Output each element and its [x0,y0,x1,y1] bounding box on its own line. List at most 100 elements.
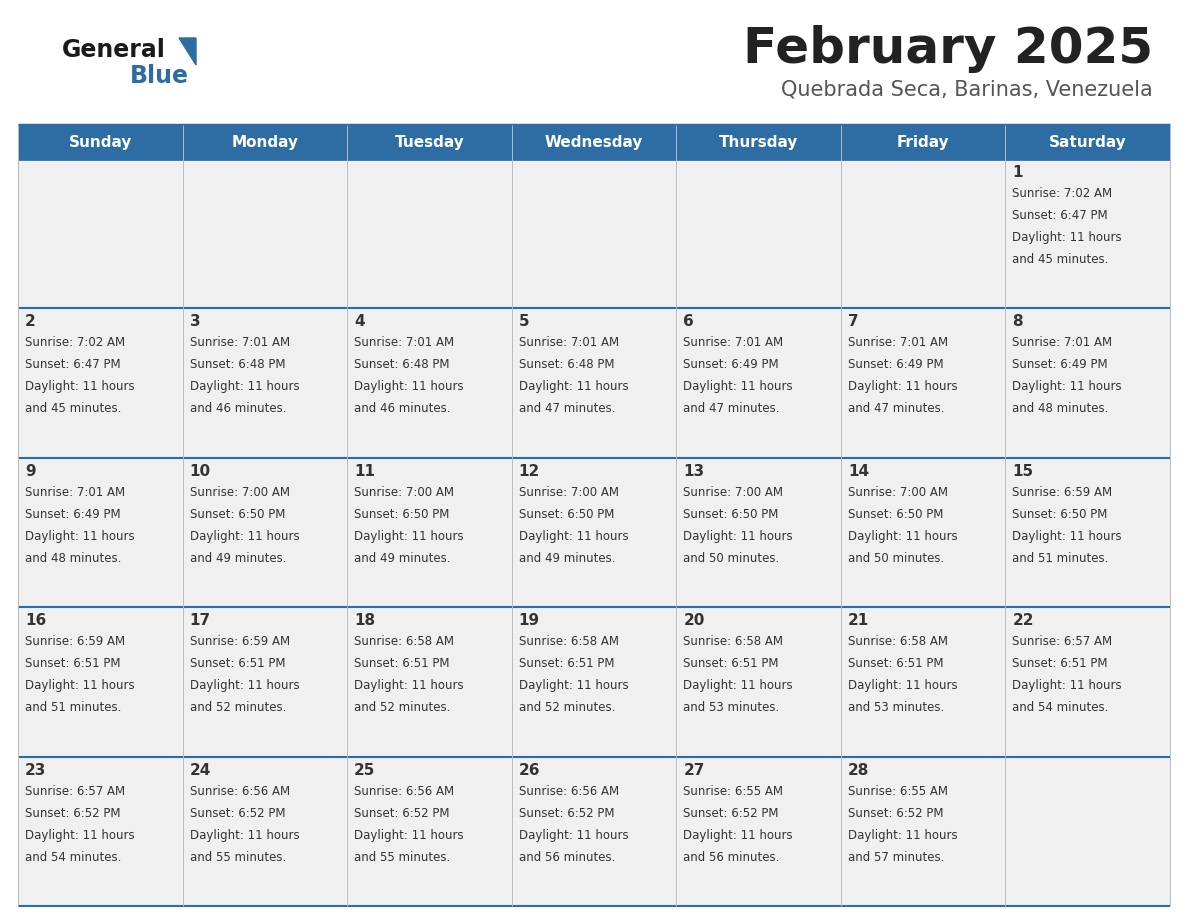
Text: and 50 minutes.: and 50 minutes. [848,552,944,565]
Text: and 56 minutes.: and 56 minutes. [683,851,779,864]
Text: Sunset: 6:50 PM: Sunset: 6:50 PM [683,508,778,521]
Text: Sunrise: 7:01 AM: Sunrise: 7:01 AM [683,336,783,350]
Text: Sunrise: 7:00 AM: Sunrise: 7:00 AM [683,486,783,498]
Text: 21: 21 [848,613,870,628]
Text: and 54 minutes.: and 54 minutes. [1012,701,1108,714]
Text: and 53 minutes.: and 53 minutes. [683,701,779,714]
Text: Daylight: 11 hours: Daylight: 11 hours [683,679,792,692]
Text: Sunset: 6:52 PM: Sunset: 6:52 PM [354,807,449,820]
Text: Sunset: 6:47 PM: Sunset: 6:47 PM [25,358,121,372]
Text: Sunrise: 6:56 AM: Sunrise: 6:56 AM [354,785,454,798]
Text: Daylight: 11 hours: Daylight: 11 hours [848,679,958,692]
Text: Sunrise: 7:01 AM: Sunrise: 7:01 AM [354,336,454,350]
Text: Sunrise: 6:56 AM: Sunrise: 6:56 AM [519,785,619,798]
Text: Sunrise: 6:55 AM: Sunrise: 6:55 AM [848,785,948,798]
Text: Sunrise: 6:58 AM: Sunrise: 6:58 AM [683,635,783,648]
Text: Sunrise: 7:02 AM: Sunrise: 7:02 AM [25,336,125,350]
Text: Sunrise: 7:00 AM: Sunrise: 7:00 AM [190,486,290,498]
Text: 16: 16 [25,613,46,628]
Text: Daylight: 11 hours: Daylight: 11 hours [519,829,628,842]
Text: 27: 27 [683,763,704,778]
Bar [183,125,347,159]
Bar [18,308,1170,458]
Text: Daylight: 11 hours: Daylight: 11 hours [354,530,463,543]
Text: Sunrise: 7:01 AM: Sunrise: 7:01 AM [519,336,619,350]
Text: Sunset: 6:50 PM: Sunset: 6:50 PM [1012,508,1107,521]
Text: Sunset: 6:52 PM: Sunset: 6:52 PM [519,807,614,820]
Text: Sunrise: 6:59 AM: Sunrise: 6:59 AM [25,635,125,648]
Text: Sunset: 6:50 PM: Sunset: 6:50 PM [354,508,449,521]
Text: 1: 1 [1012,165,1023,180]
Bar [18,756,1170,906]
Polygon shape [179,38,196,65]
Text: 8: 8 [1012,314,1023,330]
Text: and 56 minutes.: and 56 minutes. [519,851,615,864]
Text: Daylight: 11 hours: Daylight: 11 hours [683,380,792,394]
Text: and 48 minutes.: and 48 minutes. [25,552,121,565]
Text: and 54 minutes.: and 54 minutes. [25,851,121,864]
Text: and 49 minutes.: and 49 minutes. [190,552,286,565]
Text: Sunrise: 7:00 AM: Sunrise: 7:00 AM [354,486,454,498]
Text: and 55 minutes.: and 55 minutes. [190,851,286,864]
Text: Sunrise: 7:01 AM: Sunrise: 7:01 AM [25,486,125,498]
Text: Daylight: 11 hours: Daylight: 11 hours [190,530,299,543]
Text: 11: 11 [354,464,375,479]
Text: and 47 minutes.: and 47 minutes. [519,402,615,416]
Bar [18,458,1170,607]
Text: Sunday: Sunday [69,135,132,150]
Text: Sunrise: 6:59 AM: Sunrise: 6:59 AM [190,635,290,648]
Text: 14: 14 [848,464,868,479]
Text: Sunset: 6:50 PM: Sunset: 6:50 PM [190,508,285,521]
Bar [18,607,1170,756]
Text: and 49 minutes.: and 49 minutes. [519,552,615,565]
Text: Daylight: 11 hours: Daylight: 11 hours [354,380,463,394]
Text: Daylight: 11 hours: Daylight: 11 hours [519,530,628,543]
Text: Sunrise: 7:01 AM: Sunrise: 7:01 AM [1012,336,1112,350]
Text: 12: 12 [519,464,541,479]
Text: Quebrada Seca, Barinas, Venezuela: Quebrada Seca, Barinas, Venezuela [782,80,1154,100]
Text: February 2025: February 2025 [742,25,1154,73]
Bar [18,159,1170,308]
Text: 22: 22 [1012,613,1034,628]
Text: Sunrise: 7:01 AM: Sunrise: 7:01 AM [848,336,948,350]
Text: Sunset: 6:48 PM: Sunset: 6:48 PM [354,358,449,372]
Text: Sunrise: 6:58 AM: Sunrise: 6:58 AM [848,635,948,648]
Text: Monday: Monday [232,135,298,150]
Text: Sunrise: 6:57 AM: Sunrise: 6:57 AM [1012,635,1112,648]
Text: Blue: Blue [129,64,189,88]
Text: Sunset: 6:50 PM: Sunset: 6:50 PM [519,508,614,521]
Text: Sunset: 6:49 PM: Sunset: 6:49 PM [848,358,943,372]
Text: Sunrise: 7:00 AM: Sunrise: 7:00 AM [848,486,948,498]
Text: Daylight: 11 hours: Daylight: 11 hours [848,380,958,394]
Text: and 47 minutes.: and 47 minutes. [848,402,944,416]
Text: 20: 20 [683,613,704,628]
Text: Sunset: 6:51 PM: Sunset: 6:51 PM [683,657,779,670]
Text: Sunset: 6:51 PM: Sunset: 6:51 PM [25,657,120,670]
Text: 10: 10 [190,464,210,479]
Text: Sunrise: 6:55 AM: Sunrise: 6:55 AM [683,785,783,798]
Text: and 51 minutes.: and 51 minutes. [25,701,121,714]
Text: and 52 minutes.: and 52 minutes. [354,701,450,714]
Text: Sunset: 6:51 PM: Sunset: 6:51 PM [519,657,614,670]
Text: and 52 minutes.: and 52 minutes. [190,701,286,714]
Text: Daylight: 11 hours: Daylight: 11 hours [25,380,134,394]
Text: Daylight: 11 hours: Daylight: 11 hours [683,829,792,842]
Text: Thursday: Thursday [719,135,798,150]
Text: Daylight: 11 hours: Daylight: 11 hours [1012,679,1121,692]
Text: Sunset: 6:52 PM: Sunset: 6:52 PM [25,807,120,820]
Text: Daylight: 11 hours: Daylight: 11 hours [25,530,134,543]
Text: Daylight: 11 hours: Daylight: 11 hours [848,829,958,842]
Text: Daylight: 11 hours: Daylight: 11 hours [190,679,299,692]
Text: and 47 minutes.: and 47 minutes. [683,402,779,416]
Text: 28: 28 [848,763,870,778]
Text: 13: 13 [683,464,704,479]
Text: Daylight: 11 hours: Daylight: 11 hours [519,679,628,692]
Text: and 49 minutes.: and 49 minutes. [354,552,450,565]
Text: General: General [62,38,166,62]
Text: and 45 minutes.: and 45 minutes. [25,402,121,416]
Text: 15: 15 [1012,464,1034,479]
Text: Sunset: 6:51 PM: Sunset: 6:51 PM [848,657,943,670]
Text: Friday: Friday [897,135,949,150]
Text: Sunset: 6:50 PM: Sunset: 6:50 PM [848,508,943,521]
Text: and 46 minutes.: and 46 minutes. [354,402,450,416]
